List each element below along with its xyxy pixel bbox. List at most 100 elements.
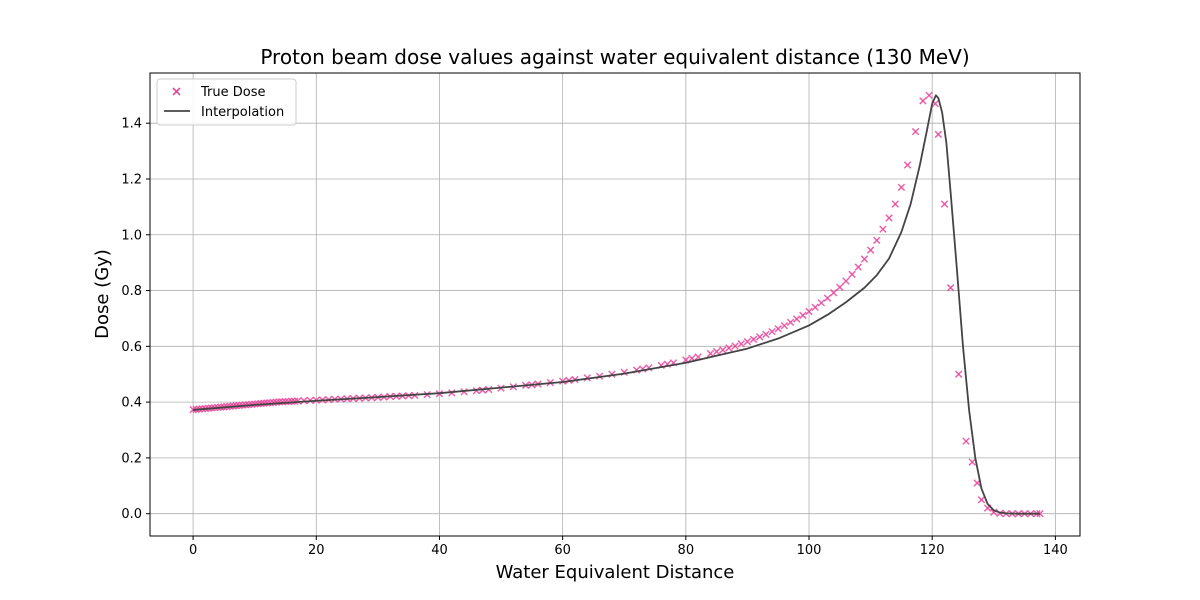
true-dose-point [860,255,869,263]
y-tick-label: 1.0 [121,228,142,243]
true-dose-point [768,327,776,336]
x-marker-stroke [962,437,970,445]
true-dose-point [762,330,770,339]
x-marker-stroke [829,289,838,297]
true-dose-point [866,246,875,254]
x-marker-stroke [911,127,920,136]
legend-box [156,78,297,126]
true-dose-point [977,496,986,504]
true-dose-point [940,200,949,208]
x-marker-stroke [780,321,789,330]
true-dose-point [848,270,856,279]
true-dose-point [725,344,733,352]
true-dose-point [911,127,920,136]
legend-interpolation-label: Interpolation [201,105,284,120]
x-tick-label: 120 [920,543,945,558]
y-axis-ticks: 0.0 0.2 0.4 0.6 0.8 1.0 1.2 1.4 [121,117,150,522]
true-dose-point [829,289,838,297]
true-dose-point [885,214,893,222]
x-marker-stroke [897,183,906,192]
true-dose-point [891,200,899,208]
legend-true-dose-label: True Dose [200,85,265,100]
x-tick-label: 140 [1043,543,1068,558]
x-marker-stroke [848,270,856,279]
x-marker-stroke [925,91,933,100]
x-marker-stroke [879,225,887,233]
true-dose-point [817,299,826,307]
x-marker-stroke [805,307,813,316]
x-marker-stroke [934,130,943,139]
x-tick-label: 20 [308,543,325,558]
interpolation-series [193,94,1040,515]
x-marker-stroke [294,397,302,405]
x-marker-stroke [682,356,690,364]
true-dose-point [934,130,943,139]
y-tick-label: 0.0 [121,507,142,522]
y-tick-label: 0.8 [121,284,142,299]
true-dose-point [962,437,970,445]
x-marker-stroke [731,342,739,350]
x-marker-stroke [940,200,949,208]
x-tick-label: 80 [678,543,695,558]
y-tick-label: 0.2 [121,451,142,466]
true-dose-point [968,458,976,466]
true-dose-point [786,318,795,327]
x-marker-stroke [885,214,893,222]
x-tick-label: 40 [431,543,448,558]
x-marker-stroke [866,246,875,254]
x-marker-stroke [823,294,832,302]
true-dose-point [925,91,933,100]
x-marker-stroke [756,333,764,341]
true-dose-point [731,342,739,350]
legend-true-dose-marker [172,87,181,96]
y-tick-label: 0.6 [121,340,142,355]
x-marker-stroke [903,161,912,169]
x-marker-stroke [749,335,758,344]
true-dose-point [799,311,807,320]
x-marker-stroke [873,236,881,245]
true-dose-point [823,294,832,302]
x-marker-stroke [694,353,702,361]
x-marker-stroke [842,277,850,285]
x-marker-stroke [774,325,782,333]
x-marker-stroke [968,458,976,466]
true-dose-point [836,283,844,291]
x-marker-stroke [737,340,745,348]
true-dose-point [919,97,927,105]
true-dose-point [811,303,819,312]
x-marker-stroke [854,263,863,271]
x-marker-stroke [891,200,899,208]
x-marker-stroke [792,315,801,323]
true-dose-point [737,340,745,348]
legend: True Dose Interpolation [156,78,297,126]
x-marker-stroke [977,496,986,504]
x-marker-stroke [946,284,955,292]
true-dose-point [780,321,789,330]
y-tick-label: 1.2 [121,172,142,187]
x-marker-stroke [725,344,733,352]
true-dose-point [792,315,801,323]
y-tick-label: 0.4 [121,396,142,411]
true-dose-point [873,236,881,245]
x-marker-stroke [768,327,776,336]
y-tick-label: 1.4 [121,117,142,132]
true-dose-point [954,370,963,378]
y-axis-label: Dose (Gy) [92,249,113,339]
x-tick-label: 100 [797,543,822,558]
x-tick-label: 0 [189,543,197,558]
true-dose-point [842,277,850,285]
chart-title: Proton beam dose values against water eq… [260,45,969,69]
true-dose-point [946,284,955,292]
interpolation-line [193,94,1040,515]
true-dose-point [743,337,752,346]
x-marker-stroke [836,283,844,291]
x-axis-ticks: 0 20 40 60 80 100 120 140 [189,536,1068,558]
x-marker-stroke [931,99,939,108]
true-dose-point [719,346,727,354]
x-marker-stroke [954,370,963,378]
x-marker-stroke [743,337,752,346]
x-tick-label: 60 [554,543,571,558]
true-dose-point [805,307,813,316]
true-dose-point [774,325,782,333]
